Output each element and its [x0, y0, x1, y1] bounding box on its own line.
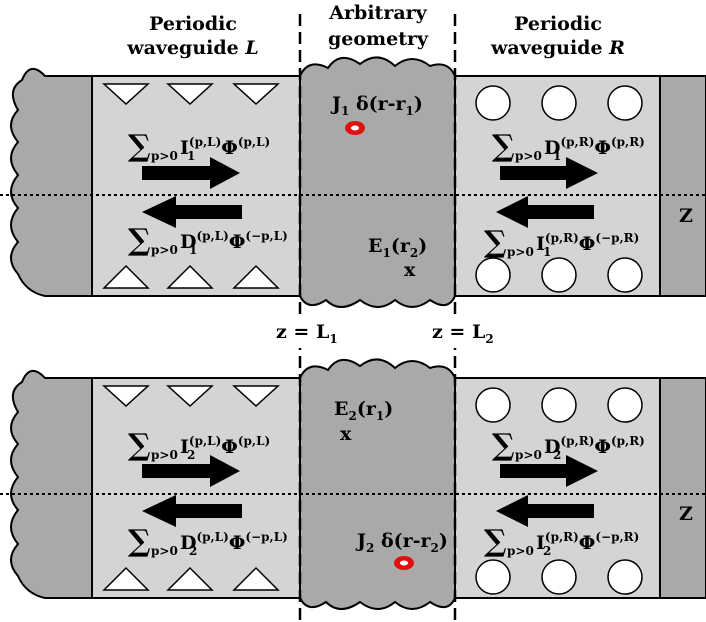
left-scatterers-bottom: [102, 264, 280, 289]
right-backward-arrow: [496, 196, 594, 228]
svg-text:I(p,R)Φ(−p,R): I(p,R)Φ(−p,R): [536, 231, 639, 255]
svg-text:p>0: p>0: [151, 149, 178, 163]
svg-text:I(p,L)Φ(p,L): I(p,L)Φ(p,L): [180, 135, 270, 159]
axis-label-2: Z: [679, 503, 693, 525]
svg-text:D(p,R)Φ(p,R): D(p,R)Φ(p,R): [544, 135, 645, 159]
svg-text:I(p,R)Φ(−p,R): I(p,R)Φ(−p,R): [536, 530, 639, 554]
left-scatterers-top: [102, 83, 280, 106]
right-cladding-region-2: [659, 377, 706, 599]
svg-text:p>0: p>0: [151, 243, 178, 257]
left-backward-arrow-2: [142, 495, 242, 527]
panel2-right-backward-sum: ∑ p>0 I(p,R)Φ(−p,R) 2: [484, 524, 639, 559]
panel1-left-backward-sum: ∑ p>0 D(p,L)Φ(−p,L) 1: [128, 223, 288, 258]
axis-label-1: Z: [679, 205, 693, 227]
svg-text:1: 1: [187, 149, 195, 163]
svg-text:∑: ∑: [128, 223, 151, 258]
source-ring-2-hole: [400, 560, 408, 566]
right-forward-arrow-2: [500, 455, 598, 487]
svg-text:2: 2: [189, 544, 197, 558]
middle-geometry-region-2: [299, 358, 456, 610]
panel2-right-forward-sum: ∑ p>0 D(p,R)Φ(p,R) 2: [492, 428, 645, 463]
right-backward-arrow-2: [496, 495, 594, 527]
panel1-left-forward-sum: ∑ p>0 I(p,L)Φ(p,L) 1: [128, 129, 270, 164]
left-scatterers-top-2: [102, 385, 280, 408]
svg-text:1: 1: [543, 245, 551, 259]
svg-text:D(p,L)Φ(−p,L): D(p,L)Φ(−p,L): [180, 229, 288, 253]
source-ring-1-hole: [351, 125, 359, 131]
right-scatterers-top: [475, 85, 643, 121]
panel2-source-label: J2 δ(r-r2): [355, 530, 448, 555]
boundary-label-L1: z = L1: [276, 321, 338, 346]
left-forward-arrow: [142, 157, 240, 189]
panel1-probe-label: E1(r2): [368, 235, 427, 260]
svg-text:D(p,L)Φ(−p,L): D(p,L)Φ(−p,L): [180, 530, 288, 554]
svg-text:D(p,R)Φ(p,R): D(p,R)Φ(p,R): [544, 434, 645, 458]
svg-text:2: 2: [187, 448, 195, 462]
left-scatterers-bottom-2: [102, 566, 280, 591]
boundary-label-L2-bg: [425, 318, 505, 348]
svg-text:p>0: p>0: [151, 448, 178, 462]
svg-text:I(p,L)Φ(p,L): I(p,L)Φ(p,L): [180, 434, 270, 458]
panel2-probe-label: E2(r1): [334, 398, 393, 423]
panel2-left-forward-sum: ∑ p>0 I(p,L)Φ(p,L) 2: [128, 428, 270, 463]
svg-text:1: 1: [553, 149, 561, 163]
svg-text:p>0: p>0: [507, 544, 534, 558]
right-scatterers-top-2: [475, 387, 643, 423]
svg-text:2: 2: [543, 544, 551, 558]
boundary-label-L2: z = L2: [432, 321, 494, 346]
header-middle-line1: Arbitrary: [328, 2, 427, 24]
left-cladding-region: [10, 68, 93, 297]
svg-text:p>0: p>0: [515, 448, 542, 462]
panel1-right-backward-sum: ∑ p>0 I(p,R)Φ(−p,R) 1: [484, 225, 639, 260]
left-periodic-waveguide: [91, 75, 301, 297]
svg-text:∑: ∑: [484, 225, 507, 260]
header-middle-line2: geometry: [328, 28, 429, 50]
middle-header-bg: [304, 0, 452, 52]
panel2-probe-marker: x: [340, 423, 352, 445]
svg-text:∑: ∑: [128, 129, 151, 164]
left-cladding-region-2: [10, 370, 93, 599]
panel1-right-forward-sum: ∑ p>0 D(p,R)Φ(p,R) 1: [492, 129, 645, 164]
svg-text:∑: ∑: [492, 428, 515, 463]
left-forward-arrow-2: [142, 455, 240, 487]
header-left-line1: Periodic: [149, 13, 237, 35]
header-right-line1: Periodic: [514, 13, 602, 35]
left-periodic-waveguide-2: [91, 377, 301, 599]
left-backward-arrow: [142, 196, 242, 228]
svg-text:∑: ∑: [128, 428, 151, 463]
panel1-source-label: J1 δ(r-r1): [330, 93, 423, 118]
svg-text:∑: ∑: [484, 524, 507, 559]
right-scatterers-bottom: [475, 257, 643, 293]
svg-text:∑: ∑: [128, 524, 151, 559]
panel-2: J2 δ(r-r2) E2(r1) x ∑ p>0 I(p,L)Φ(p,L) 2…: [0, 358, 706, 610]
right-forward-arrow: [500, 157, 598, 189]
svg-text:p>0: p>0: [515, 149, 542, 163]
svg-text:p>0: p>0: [151, 544, 178, 558]
header-right-line2: waveguide R: [490, 37, 625, 59]
boundary-label-L1-bg: [268, 318, 348, 348]
right-scatterers-bottom-2: [475, 559, 643, 595]
header-left-line2: waveguide L: [126, 37, 258, 59]
svg-text:∑: ∑: [492, 129, 515, 164]
right-cladding-region: [659, 75, 706, 297]
panel2-left-backward-sum: ∑ p>0 D(p,L)Φ(−p,L) 2: [128, 524, 288, 559]
panel1-probe-marker: x: [404, 259, 416, 281]
svg-text:1: 1: [189, 243, 197, 257]
svg-text:2: 2: [553, 448, 561, 462]
panel-1: J1 δ(r-r1) E1(r2) x ∑ p>0 I(p,L)Φ(p,L) 1…: [0, 56, 706, 308]
svg-text:p>0: p>0: [507, 245, 534, 259]
